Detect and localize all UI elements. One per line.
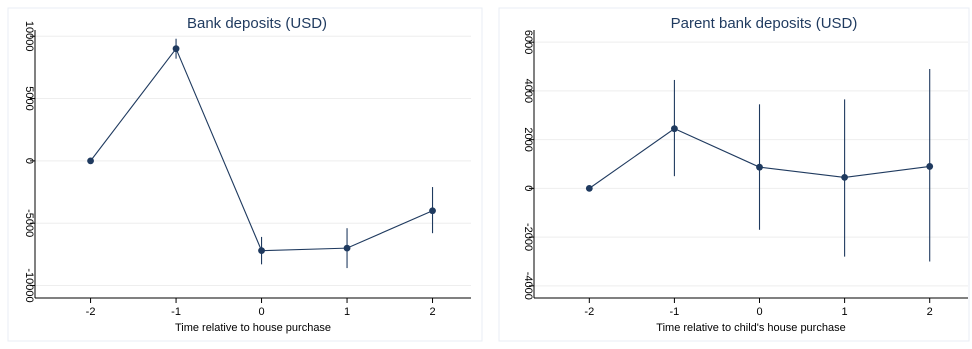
data-point (926, 163, 934, 170)
panel-frame (7, 7, 483, 342)
y-tick-label: 6000 (522, 30, 534, 54)
x-tick-label: 2 (429, 306, 435, 318)
y-tick-label: -2000 (522, 223, 534, 251)
x-tick-label: -2 (86, 306, 96, 318)
data-point (172, 45, 180, 53)
y-tick-label: 0 (522, 185, 534, 191)
x-tick-label: -1 (171, 306, 181, 318)
chart-title: Parent bank deposits (USD) (671, 15, 858, 32)
x-tick-label: 0 (756, 306, 762, 318)
data-point (756, 163, 763, 171)
x-tick-label: -1 (670, 306, 680, 318)
y-tick-label: 2000 (522, 127, 534, 151)
data-point (429, 207, 436, 215)
panel-frame (498, 7, 970, 342)
chart-title: Bank deposits (USD) (187, 15, 327, 32)
chart-panel-1: -10000 -5000 0 5000 10000 -2 -1 0 1 2 Bank deposit… (7, 7, 483, 342)
data-point (343, 244, 351, 252)
y-tick-label: 5000 (23, 86, 35, 110)
chart-panel-2: -4000 -2000 0 2000 4000 6000 -2 -1 0 1 2 Parent ban… (498, 7, 970, 342)
y-tick-label: 0 (23, 158, 35, 164)
x-tick-label: 2 (927, 306, 933, 318)
data-point (841, 174, 849, 181)
x-tick-label: 0 (258, 306, 264, 318)
y-tick-label: -10000 (23, 268, 35, 302)
y-tick-label: -5000 (23, 209, 35, 237)
data-point (585, 184, 593, 192)
y-tick-label: 4000 (522, 79, 534, 103)
y-tick-label: 10000 (23, 21, 35, 52)
x-tick-label: 1 (842, 306, 848, 318)
data-point (258, 247, 265, 255)
x-axis-label: Time relative to house purchase (175, 322, 331, 334)
data-point (87, 157, 94, 165)
x-tick-label: -2 (584, 306, 594, 318)
x-axis-label: Time relative to child's house purchase (656, 322, 845, 334)
x-tick-label: 1 (344, 306, 350, 318)
data-point (671, 125, 678, 133)
y-tick-label: -4000 (522, 272, 534, 300)
